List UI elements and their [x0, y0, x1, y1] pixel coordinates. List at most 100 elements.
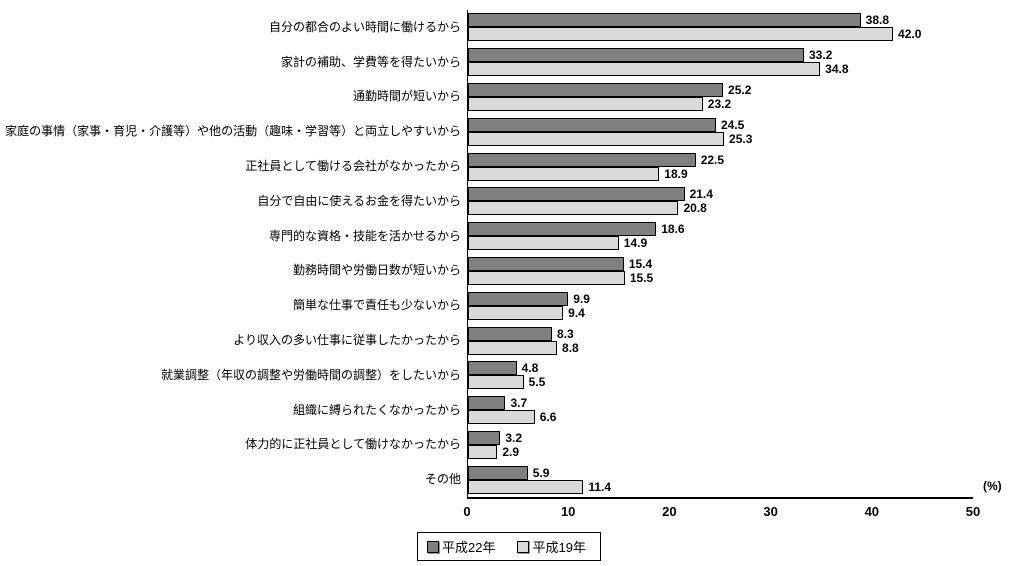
bar-h19	[468, 410, 535, 425]
bar-line-h22: 18.6	[468, 222, 974, 237]
bar-h19	[468, 27, 894, 42]
legend-swatch-h19-icon	[517, 540, 530, 553]
category-label: 通勤時間が短いから	[352, 89, 461, 104]
bar-h19	[468, 479, 584, 494]
axis-unit-label: (%)	[983, 479, 1002, 494]
bar-line-h22: 15.4	[468, 256, 974, 271]
bar-line-h19: 23.2	[468, 96, 974, 111]
bar-h22	[468, 187, 685, 202]
chart-row: 体力的に正社員として働けなかったから 3.2 2.9	[0, 427, 1019, 463]
bar-h22	[468, 13, 861, 28]
plot-area: 自分の都合のよい時間に働けるから 38.8 42.0 家計の補助、学費等を得たい…	[0, 10, 1019, 525]
bar-line-h22: 5.9	[468, 465, 974, 480]
bar-h22-value: 24.5	[720, 117, 745, 132]
bar-pair: 3.2 2.9	[467, 427, 974, 463]
category-label: 家計の補助、学費等を得たいから	[280, 54, 461, 69]
bar-h22	[468, 396, 506, 411]
bar-line-h22: 3.7	[468, 396, 974, 411]
category-label: 簡単な仕事で責任も少ないから	[292, 298, 461, 313]
bar-h19-value: 20.8	[683, 201, 707, 216]
bar-pair: 33.2 34.8	[467, 44, 974, 80]
bar-h19-value: 5.5	[528, 375, 546, 390]
bar-h19	[468, 305, 564, 320]
bar-line-h19: 5.5	[468, 375, 974, 390]
bar-line-h19: 6.6	[468, 410, 974, 425]
x-axis-tick: 20	[662, 504, 677, 520]
bar-pair: 38.8 42.0	[467, 10, 974, 45]
bar-h19-value: 14.9	[623, 236, 648, 251]
bar-line-h22: 3.2	[468, 430, 974, 445]
legend-label-h19: 平成19年	[532, 540, 586, 555]
category-label: 体力的に正社員として働けなかったから	[245, 437, 461, 452]
bar-line-h22: 21.4	[468, 187, 974, 202]
bar-h22-value: 15.4	[628, 256, 653, 271]
bar-pair: 21.4 20.8	[467, 183, 974, 219]
bar-pair: 24.5 25.3	[467, 114, 974, 150]
bar-pair: 4.8 5.5	[467, 357, 974, 393]
category-label: 勤務時間や労働日数が短いから	[292, 263, 461, 278]
bar-pair: 15.4 15.5	[467, 253, 974, 289]
chart-row: 就業調整（年収の調整や労働時間の調整）をしたいから 4.8 5.5	[0, 357, 1019, 393]
x-axis: 0 10 20 30 40 50 (%)	[463, 479, 1001, 525]
chart-row: より収入の多い仕事に従事したかったから 8.3 8.8	[0, 323, 1019, 358]
bar-h22	[468, 256, 624, 271]
bar-line-h22: 38.8	[468, 13, 974, 28]
chart-row: 専門的な資格・技能を活かせるから 18.6 14.9	[0, 218, 1019, 254]
chart-row: 正社員として働ける会社がなかったから 22.5 18.9	[0, 149, 1019, 184]
bar-h19-value: 6.6	[539, 410, 557, 425]
bar-h19-value: 8.8	[562, 340, 579, 355]
bar-line-h19: 18.9	[468, 166, 974, 181]
bar-h22	[468, 465, 528, 480]
bar-pair: 3.7 6.6	[467, 392, 974, 428]
bar-h22	[468, 82, 724, 97]
bar-pair: 18.6 14.9	[467, 218, 974, 254]
bar-h22-value: 5.9	[532, 465, 550, 480]
x-axis-tick: 10	[560, 504, 576, 520]
bar-h22-value: 22.5	[700, 152, 725, 167]
bar-h19	[468, 96, 703, 111]
bar-h19-value: 15.5	[629, 270, 654, 285]
bar-h22-value: 21.4	[689, 187, 713, 202]
x-axis-tick: 40	[864, 504, 880, 520]
legend-item-h22: 平成22年	[427, 537, 495, 556]
chart-row: 自分で自由に使えるお金を得たいから 21.4 20.8	[0, 183, 1019, 219]
bar-h19	[468, 236, 619, 251]
category-label: 組織に縛られたくなかったから	[292, 402, 461, 417]
bar-line-h22: 33.2	[468, 48, 974, 63]
category-label: 専門的な資格・技能を活かせるから	[268, 228, 461, 243]
chart-rows: 自分の都合のよい時間に働けるから 38.8 42.0 家計の補助、学費等を得たい…	[0, 10, 1019, 498]
bar-h19	[468, 340, 558, 355]
bar-h22-value: 18.6	[661, 222, 685, 237]
bar-line-h19: 9.4	[468, 305, 974, 320]
bar-line-h22: 4.8	[468, 361, 974, 376]
bar-pair: 25.2 23.2	[467, 79, 974, 115]
x-axis-tick: 50	[965, 504, 981, 520]
bar-h19-value: 2.9	[502, 444, 520, 459]
bar-h19	[468, 166, 660, 181]
x-axis-tick: 30	[763, 504, 778, 520]
bar-h19	[468, 201, 679, 216]
bar-h19-value: 23.2	[707, 96, 732, 111]
bar-h22-value: 38.8	[865, 13, 889, 28]
bar-h22	[468, 291, 569, 306]
category-label: 就業調整（年収の調整や労働時間の調整）をしたいから	[160, 367, 461, 382]
bar-h22	[468, 152, 696, 167]
bar-h22	[468, 361, 517, 376]
bar-h22-value: 3.2	[505, 430, 523, 445]
bar-line-h22: 8.3	[468, 326, 974, 341]
bar-line-h22: 24.5	[468, 117, 974, 132]
legend-label-h22: 平成22年	[442, 540, 496, 555]
bar-pair: 8.3 8.8	[467, 323, 974, 358]
bar-h19-value: 25.3	[729, 131, 753, 146]
bar-h22-value: 33.2	[808, 48, 833, 63]
bar-line-h19: 34.8	[468, 62, 974, 77]
chart-row: その他 5.9 11.4	[0, 462, 1019, 498]
category-label: その他	[424, 472, 461, 487]
bar-h22-value: 8.3	[556, 326, 574, 341]
category-label: 正社員として働ける会社がなかったから	[245, 158, 461, 173]
chart-row: 勤務時間や労働日数が短いから 15.4 15.5	[0, 253, 1019, 289]
bar-line-h19: 11.4	[468, 479, 974, 494]
legend-swatch-h22-icon	[427, 540, 439, 553]
bar-h19	[468, 375, 524, 390]
